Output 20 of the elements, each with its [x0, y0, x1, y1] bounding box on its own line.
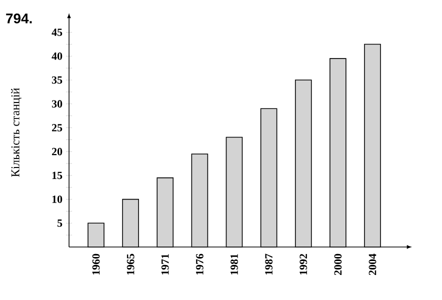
x-tick-label: 1965	[126, 254, 134, 275]
text: 794.	[6, 14, 32, 24]
y-tick-label: 30	[52, 100, 62, 108]
y-tick-label: 10	[52, 196, 62, 203]
y-tick-label: 5	[57, 220, 62, 227]
y-tick-label: 45	[52, 28, 62, 36]
x-tick-label: 1981	[230, 254, 238, 275]
y-tick-label: 35	[52, 76, 62, 84]
x-tick-label: 1987	[265, 254, 273, 275]
y-tick-label: 20	[52, 148, 62, 156]
y-tick-label: 15	[52, 172, 62, 180]
x-tick-label: 1960	[92, 254, 100, 275]
y-tick-label: 25	[52, 124, 62, 132]
y-axis-title: Кількість станцій	[11, 88, 22, 177]
y-tick-label: 40	[52, 52, 62, 60]
x-tick-label: 2000	[334, 254, 342, 275]
x-tick-label: 1992	[300, 254, 308, 275]
x-tick-label: 1976	[196, 254, 204, 275]
x-tick-label: 2004	[368, 254, 376, 275]
x-tick-label: 1971	[161, 254, 169, 275]
